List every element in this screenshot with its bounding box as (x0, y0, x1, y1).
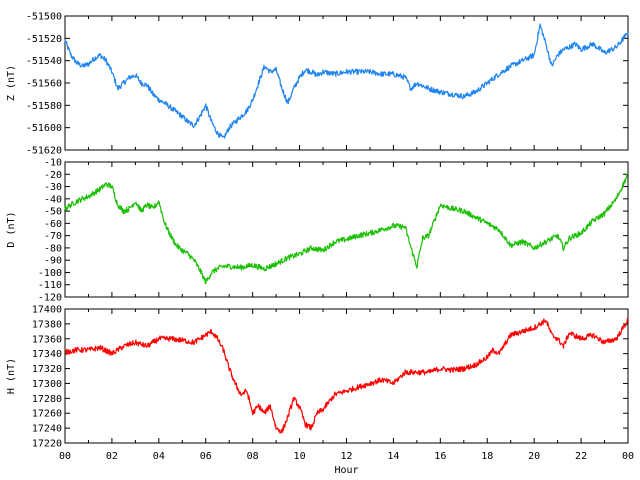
x-tick-label: 18 (481, 451, 493, 462)
x-tick-label: 22 (575, 451, 587, 462)
y-tick-label: 17400 (32, 305, 62, 316)
y-tick-label: -100 (38, 268, 62, 279)
y-tick-label: -10 (44, 158, 62, 169)
x-tick-label: 12 (340, 451, 352, 462)
panel-h: 17220 17240 17260 17280 17300 17320 17340 17360… (6, 305, 629, 450)
y-tick-label: -51520 (26, 34, 62, 45)
y-tick-label: -90 (44, 256, 62, 267)
y-tick-label: 17280 (32, 394, 62, 405)
y-tick-label: -110 (38, 280, 62, 291)
y-tick-label: -51500 (26, 12, 62, 23)
panel-z: -51500 -51520 -51540 -51560 -51580 -51600 -516… (6, 12, 629, 157)
plot-frame-d (64, 161, 629, 298)
x-tick-label: 00 (622, 451, 634, 462)
y-tick-label: -120 (38, 293, 62, 304)
series-line-h (64, 317, 629, 434)
x-axis-label: Hour (334, 465, 358, 476)
x-tick-label: 06 (200, 451, 212, 462)
series-line-z (64, 23, 629, 139)
x-tick-label: 02 (106, 451, 118, 462)
x-tick-label: 16 (434, 451, 446, 462)
y-tick-label: 17220 (32, 439, 62, 450)
series-line-d (64, 173, 629, 285)
y-axis-label: Z (nT) (6, 65, 17, 101)
x-tick-label: 04 (153, 451, 165, 462)
y-axis-label: H (nT) (6, 358, 17, 394)
x-tick-label: 08 (247, 451, 259, 462)
x-tick-label: 20 (528, 451, 540, 462)
x-tick-label: 14 (387, 451, 399, 462)
x-tick-label: 10 (294, 451, 306, 462)
y-tick-label: 17360 (32, 334, 62, 345)
x-tick-label: 00 (59, 451, 71, 462)
panel-d: -10-20-30-40 -50-60-70-80 -90-100-110 -120 D… (6, 158, 629, 304)
y-tick-label: -51540 (26, 56, 62, 67)
y-tick-label: -50 (44, 207, 62, 218)
y-tick-label: -70 (44, 231, 62, 242)
plot-frame-h (64, 308, 629, 444)
y-tick-label: -30 (44, 182, 62, 193)
y-tick-label: 17380 (32, 319, 62, 330)
y-tick-label: -51580 (26, 101, 62, 112)
y-tick-label: -60 (44, 219, 62, 230)
y-tick-label: 17240 (32, 424, 62, 435)
y-tick-label: 17260 (32, 409, 62, 420)
y-tick-label: -40 (44, 194, 62, 205)
y-tick-label: -51600 (26, 123, 62, 134)
y-tick-label: -80 (44, 243, 62, 254)
y-tick-label: -51620 (26, 146, 62, 157)
y-tick-label: 17300 (32, 379, 62, 390)
y-axis-label: D (nT) (6, 211, 17, 247)
y-tick-label: -20 (44, 170, 62, 181)
y-tick-label: 17340 (32, 349, 62, 360)
y-tick-label: 17320 (32, 364, 62, 375)
y-tick-label: -51560 (26, 79, 62, 90)
